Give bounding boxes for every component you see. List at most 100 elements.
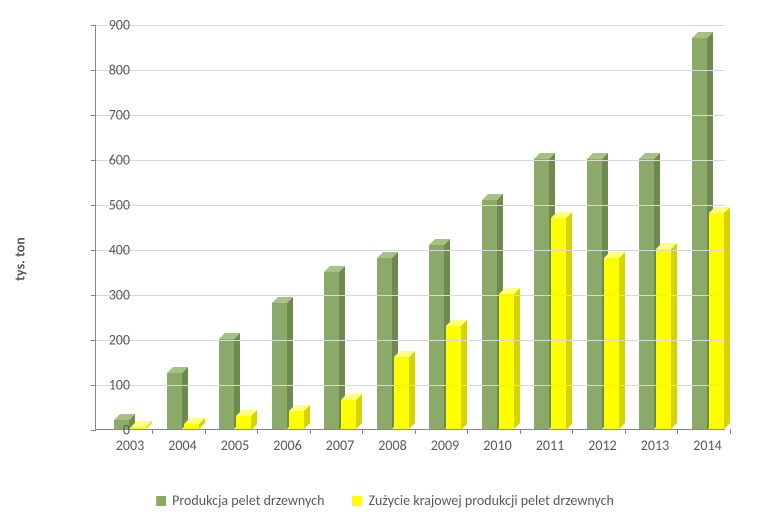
ytick-label: 300 xyxy=(90,287,130,304)
bar-face xyxy=(587,159,602,429)
xtick-label: 2008 xyxy=(378,437,406,454)
bar xyxy=(341,400,356,429)
bar-side xyxy=(409,351,415,429)
xtick-mark xyxy=(415,429,416,434)
xtick-label: 2005 xyxy=(221,437,249,454)
legend-item: Zużycie krajowej produkcji pelet drzewny… xyxy=(352,492,613,509)
bar-face xyxy=(446,326,461,430)
bar xyxy=(236,416,251,430)
gridline xyxy=(96,205,725,206)
xtick-mark xyxy=(467,429,468,434)
bar xyxy=(184,424,199,429)
bar xyxy=(587,159,602,429)
gridline xyxy=(96,295,725,296)
ytick-label: 0 xyxy=(90,422,130,439)
bar-side xyxy=(724,207,730,429)
bar-face xyxy=(534,159,549,429)
legend-label: Produkcja pelet drzewnych xyxy=(172,492,324,509)
bar-face xyxy=(482,200,497,430)
bars-layer xyxy=(96,25,725,429)
bar-face xyxy=(272,303,287,429)
bar-face xyxy=(394,357,409,429)
bar-face xyxy=(289,411,304,429)
ytick-label: 400 xyxy=(90,242,130,259)
bar xyxy=(377,258,392,429)
ytick-label: 700 xyxy=(90,107,130,124)
ytick-label: 100 xyxy=(90,377,130,394)
xtick-label: 2010 xyxy=(483,437,511,454)
bar-side xyxy=(566,212,572,430)
ytick-label: 200 xyxy=(90,332,130,349)
bar xyxy=(534,159,549,429)
bar xyxy=(692,38,707,430)
gridline xyxy=(96,340,725,341)
bar-face xyxy=(639,159,654,429)
bar-face xyxy=(709,213,724,429)
xtick-mark xyxy=(572,429,573,434)
gridline xyxy=(96,70,725,71)
bar xyxy=(482,200,497,430)
bar-face xyxy=(656,249,671,429)
bar xyxy=(656,249,671,429)
xtick-label: 2009 xyxy=(431,437,459,454)
gridline xyxy=(96,160,725,161)
xtick-label: 2013 xyxy=(641,437,669,454)
gridline xyxy=(96,115,725,116)
bar-face xyxy=(219,339,234,429)
xtick-mark xyxy=(152,429,153,434)
bar xyxy=(446,326,461,430)
bar-face xyxy=(184,424,199,429)
legend-label: Zużycie krajowej produkcji pelet drzewny… xyxy=(368,492,613,509)
gridline xyxy=(96,385,725,386)
bar-face xyxy=(604,258,619,429)
xtick-label: 2003 xyxy=(116,437,144,454)
bar xyxy=(499,294,514,429)
ytick-label: 900 xyxy=(90,17,130,34)
xtick-label: 2011 xyxy=(536,437,564,454)
xtick-label: 2012 xyxy=(588,437,616,454)
bar xyxy=(219,339,234,429)
bar-face xyxy=(377,258,392,429)
bar xyxy=(429,245,444,430)
xtick-label: 2007 xyxy=(326,437,354,454)
legend-swatch xyxy=(156,496,166,506)
bar-face xyxy=(236,416,251,430)
bar xyxy=(131,427,146,429)
gridline xyxy=(96,250,725,251)
xtick-mark xyxy=(625,429,626,434)
bar-face xyxy=(692,38,707,430)
ytick-label: 800 xyxy=(90,62,130,79)
bar-face xyxy=(341,400,356,429)
xtick-mark xyxy=(362,429,363,434)
bar xyxy=(709,213,724,429)
xtick-label: 2006 xyxy=(273,437,301,454)
y-axis-label: tys. ton xyxy=(12,237,29,281)
bar-face xyxy=(499,294,514,429)
legend-swatch xyxy=(352,496,362,506)
xtick-label: 2004 xyxy=(168,437,196,454)
bar xyxy=(639,159,654,429)
legend: Produkcja pelet drzewnych Zużycie krajowe… xyxy=(156,492,614,509)
bar-face xyxy=(131,427,146,429)
xtick-mark xyxy=(730,429,731,434)
xtick-label: 2014 xyxy=(693,437,721,454)
chart-container: tys. ton 2003200420052006200720082009201… xyxy=(0,0,770,517)
xtick-mark xyxy=(205,429,206,434)
bar-side xyxy=(461,320,467,430)
bar-face xyxy=(429,245,444,430)
bar xyxy=(394,357,409,429)
xtick-mark xyxy=(257,429,258,434)
bar-face xyxy=(167,373,182,429)
bar-side xyxy=(671,243,677,429)
legend-item: Produkcja pelet drzewnych xyxy=(156,492,324,509)
xtick-mark xyxy=(310,429,311,434)
bar xyxy=(272,303,287,429)
plot-area: 2003200420052006200720082009201020112012… xyxy=(95,25,725,430)
ytick-label: 600 xyxy=(90,152,130,169)
bar xyxy=(167,373,182,429)
ytick-label: 500 xyxy=(90,197,130,214)
xtick-mark xyxy=(677,429,678,434)
bar-side xyxy=(514,288,520,429)
xtick-mark xyxy=(520,429,521,434)
bar xyxy=(289,411,304,429)
